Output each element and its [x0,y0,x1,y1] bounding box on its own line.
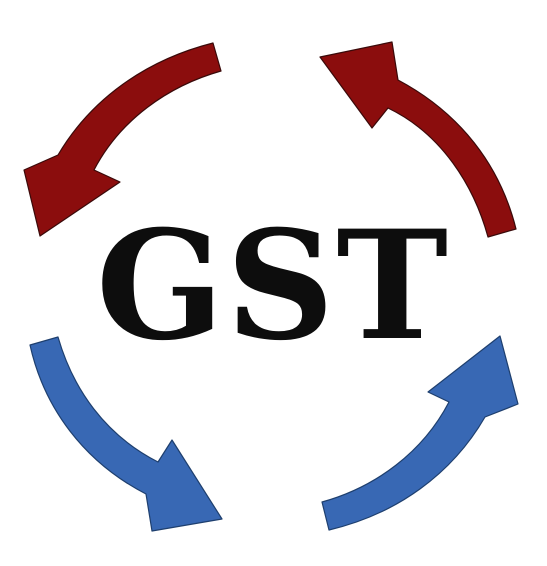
top-right-cycle-arrow-icon [319,41,517,238]
bottom-left-cycle-arrow-icon [29,336,223,532]
bottom-right-cycle-arrow-icon [321,335,519,531]
top-left-cycle-arrow-icon [23,42,222,237]
logo-text: GST [96,198,450,374]
